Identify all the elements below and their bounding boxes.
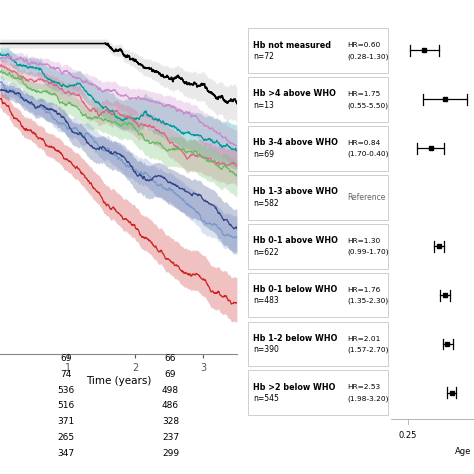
Text: HR=0.84: HR=0.84 — [347, 140, 381, 146]
Text: Hb 1-2 below WHO: Hb 1-2 below WHO — [253, 334, 337, 343]
Text: (1.98-3.20): (1.98-3.20) — [347, 396, 389, 402]
Text: Reference: Reference — [347, 193, 386, 202]
Text: 265: 265 — [58, 433, 75, 442]
Text: HR=1.75: HR=1.75 — [347, 91, 381, 97]
Text: Hb >2 below WHO: Hb >2 below WHO — [253, 383, 335, 392]
Text: (0.28-1.30): (0.28-1.30) — [347, 53, 389, 60]
Text: 299: 299 — [162, 449, 179, 458]
Text: Age: Age — [456, 447, 472, 456]
Text: 69: 69 — [61, 354, 72, 363]
Text: 328: 328 — [162, 417, 179, 426]
X-axis label: Time (years): Time (years) — [86, 376, 151, 386]
Text: 536: 536 — [58, 386, 75, 395]
Text: 237: 237 — [162, 433, 179, 442]
FancyBboxPatch shape — [248, 77, 388, 122]
Text: 74: 74 — [61, 370, 72, 379]
Text: 371: 371 — [58, 417, 75, 426]
FancyBboxPatch shape — [248, 321, 388, 366]
FancyBboxPatch shape — [248, 175, 388, 219]
Text: (0.55-5.50): (0.55-5.50) — [347, 102, 389, 109]
Text: HR=0.60: HR=0.60 — [347, 42, 381, 48]
Text: n=390: n=390 — [253, 346, 279, 355]
Text: n=622: n=622 — [253, 247, 279, 256]
Text: HR=2.53: HR=2.53 — [347, 384, 381, 391]
Text: 66: 66 — [165, 354, 176, 363]
Text: 347: 347 — [58, 449, 75, 458]
Text: 69: 69 — [165, 370, 176, 379]
Text: (1.35-2.30): (1.35-2.30) — [347, 298, 389, 304]
Text: 498: 498 — [162, 386, 179, 395]
Text: n=582: n=582 — [253, 199, 279, 208]
Text: (1.57-2.70): (1.57-2.70) — [347, 346, 389, 353]
Text: n=69: n=69 — [253, 150, 274, 159]
FancyBboxPatch shape — [248, 224, 388, 269]
Text: n=72: n=72 — [253, 52, 274, 61]
Text: 486: 486 — [162, 401, 179, 410]
Text: n=545: n=545 — [253, 394, 279, 403]
Text: Hb not measured: Hb not measured — [253, 40, 331, 49]
Text: (1.70-0.40): (1.70-0.40) — [347, 151, 389, 157]
Text: n=483: n=483 — [253, 296, 279, 305]
FancyBboxPatch shape — [248, 126, 388, 171]
Text: HR=2.01: HR=2.01 — [347, 336, 381, 341]
Text: Hb 3-4 above WHO: Hb 3-4 above WHO — [253, 138, 338, 147]
Text: Hb 0-1 above WHO: Hb 0-1 above WHO — [253, 236, 338, 245]
Text: HR=1.30: HR=1.30 — [347, 237, 381, 244]
Text: 516: 516 — [58, 401, 75, 410]
Text: Hb 1-3 above WHO: Hb 1-3 above WHO — [253, 187, 338, 196]
Text: Hb 0-1 below WHO: Hb 0-1 below WHO — [253, 285, 337, 294]
Text: 0.25: 0.25 — [399, 431, 417, 440]
FancyBboxPatch shape — [248, 273, 388, 318]
Text: Hb >4 above WHO: Hb >4 above WHO — [253, 90, 336, 99]
FancyBboxPatch shape — [248, 371, 388, 415]
Text: n=13: n=13 — [253, 101, 274, 110]
Text: (0.99-1.70): (0.99-1.70) — [347, 249, 389, 255]
Text: HR=1.76: HR=1.76 — [347, 287, 381, 292]
FancyBboxPatch shape — [248, 28, 388, 73]
